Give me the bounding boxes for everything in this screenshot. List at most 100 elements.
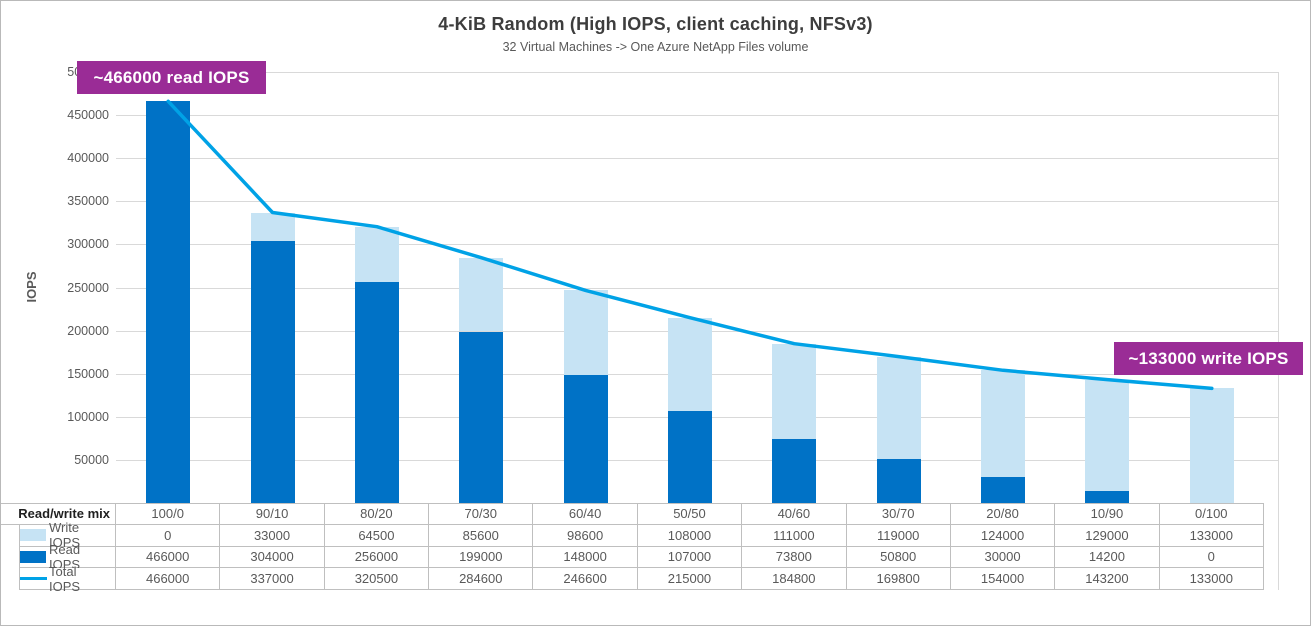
table-cell-value: 30000 — [950, 546, 1056, 569]
chart-title: 4-KiB Random (High IOPS, client caching,… — [438, 14, 873, 34]
bar-read-30/70 — [876, 459, 921, 503]
table-cell-value: 169800 — [846, 568, 951, 590]
bar-read-90/10 — [250, 241, 295, 503]
legend-swatch-write — [20, 529, 46, 542]
bar-read-60/40 — [563, 375, 608, 503]
bar-write-90/10 — [250, 212, 295, 241]
table-cell-category: 10/90 — [1055, 503, 1160, 525]
table-cell-value: 129000 — [1055, 524, 1160, 547]
data-table: Read/write mix 100/0 90/10 80/20 70/30 60/40 5… — [1, 503, 1264, 594]
table-cell-category: 80/20 — [324, 503, 430, 525]
table-cell-value: 119000 — [846, 524, 951, 547]
y-tick-label: 150000 — [67, 366, 109, 381]
bar-write-20/80 — [981, 370, 1026, 478]
chart-subtitle: 32 Virtual Machines -> One Azure NetApp … — [502, 40, 809, 54]
table-cell-value: 320500 — [324, 568, 430, 590]
table-cell-category: 60/40 — [533, 503, 638, 525]
table-cell-value: 0 — [116, 524, 221, 547]
table-cell-category: 90/10 — [220, 503, 325, 525]
bar-read-10/90 — [1085, 490, 1130, 503]
table-cell-value: 284600 — [429, 568, 534, 590]
table-cell-value: 154000 — [950, 568, 1056, 590]
table-cell-category: 100/0 — [116, 503, 221, 525]
annotation-read-peak: ~466000 read IOPS — [77, 61, 266, 94]
table-cell-value: 50800 — [846, 546, 951, 569]
table-row-spacer — [1, 524, 19, 547]
bar-write-30/70 — [876, 356, 921, 460]
table-cell-value: 304000 — [220, 546, 325, 569]
series-name-total: Total IOPS — [49, 563, 81, 594]
table-row-spacer — [1, 568, 19, 590]
y-tick-label: 250000 — [67, 280, 109, 295]
table-cell-value: 107000 — [637, 546, 743, 569]
table-cell-value: 133000 — [1159, 568, 1264, 590]
table-cell-value: 337000 — [220, 568, 325, 590]
y-tick-label: 400000 — [67, 151, 109, 166]
bar-write-70/30 — [459, 257, 504, 332]
table-cell-value: 108000 — [637, 524, 743, 547]
table-row-spacer — [1, 546, 19, 569]
y-tick-label: 300000 — [67, 237, 109, 252]
y-tick-label: 450000 — [67, 108, 109, 123]
table-cell-value: 148000 — [533, 546, 638, 569]
table-cell-value: 466000 — [116, 546, 221, 569]
table-row-read: Read IOPS 466000 304000 256000 199000 148000 1… — [1, 542, 1264, 572]
table-cell-value: 143200 — [1055, 568, 1160, 590]
table-cell-value: 64500 — [324, 524, 430, 547]
table-row-header: Read/write mix 100/0 90/10 80/20 70/30 60/40 5… — [1, 503, 1264, 525]
bar-read-20/80 — [981, 477, 1026, 503]
gridline-450000 — [116, 115, 1278, 117]
bar-read-40/60 — [772, 439, 817, 503]
gridline-300000 — [116, 244, 1278, 246]
table-row-total: Total IOPS 466000 337000 320500 284600 246600… — [1, 564, 1264, 594]
table-cell-value: 184800 — [742, 568, 847, 590]
table-cell-value: 85600 — [429, 524, 534, 547]
legend-swatch-read — [20, 550, 46, 563]
table-cell-value: 256000 — [324, 546, 430, 569]
table-cell-value: 133000 — [1159, 524, 1264, 547]
plot-right-border — [1278, 72, 1279, 590]
bar-read-70/30 — [459, 331, 504, 503]
gridline-250000 — [116, 287, 1278, 289]
table-cell-category: 0/100 — [1159, 503, 1264, 525]
bar-write-80/20 — [354, 226, 399, 283]
bar-write-60/40 — [563, 290, 608, 376]
table-cell-value: 33000 — [220, 524, 325, 547]
table-cell-value: 0 — [1159, 546, 1264, 569]
y-tick-label: 100000 — [67, 409, 109, 424]
table-cell-category: 70/30 — [429, 503, 534, 525]
bar-read-50/50 — [668, 410, 712, 503]
total-iops-line — [166, 99, 1214, 391]
gridline-350000 — [116, 201, 1278, 203]
table-cell-value: 215000 — [637, 568, 743, 590]
table-cell-value: 111000 — [742, 524, 847, 547]
table-cell-value: 98600 — [533, 524, 638, 547]
bar-write-50/50 — [668, 317, 712, 411]
gridline-400000 — [116, 158, 1278, 160]
y-tick-label: 200000 — [67, 323, 109, 338]
total-iops-polyline — [166, 99, 1214, 391]
table-cell-value: 14200 — [1055, 546, 1160, 569]
table-row-label-write: Write IOPS — [19, 520, 116, 550]
y-tick-label: 350000 — [67, 194, 109, 209]
table-header-label: Read/write mix — [1, 503, 116, 525]
table-cell-category: 20/80 — [950, 503, 1056, 525]
table-row-write: Write IOPS 0 33000 64500 85600 98600 108000 111… — [1, 520, 1264, 550]
table-cell-value: 246600 — [533, 568, 638, 590]
table-row-label-total: Total IOPS — [19, 564, 116, 594]
table-row-label-read: Read IOPS — [19, 542, 116, 572]
table-cell-category: 50/50 — [637, 503, 743, 525]
table-cell-value: 466000 — [116, 568, 221, 590]
table-cell-value: 73800 — [742, 546, 847, 569]
bar-write-40/60 — [772, 343, 817, 440]
table-cell-value: 199000 — [429, 546, 534, 569]
legend-swatch-total — [20, 577, 47, 581]
annotation-write-peak: ~133000 write IOPS — [1114, 342, 1303, 375]
table-cell-category: 40/60 — [742, 503, 847, 525]
bar-read-100/0 — [146, 101, 191, 503]
bar-write-0/100 — [1189, 388, 1234, 503]
series-name-write: Write IOPS — [49, 520, 81, 551]
table-cell-value: 124000 — [950, 524, 1056, 547]
gridline-500000 — [116, 72, 1278, 73]
table-cell-category: 30/70 — [846, 503, 951, 525]
